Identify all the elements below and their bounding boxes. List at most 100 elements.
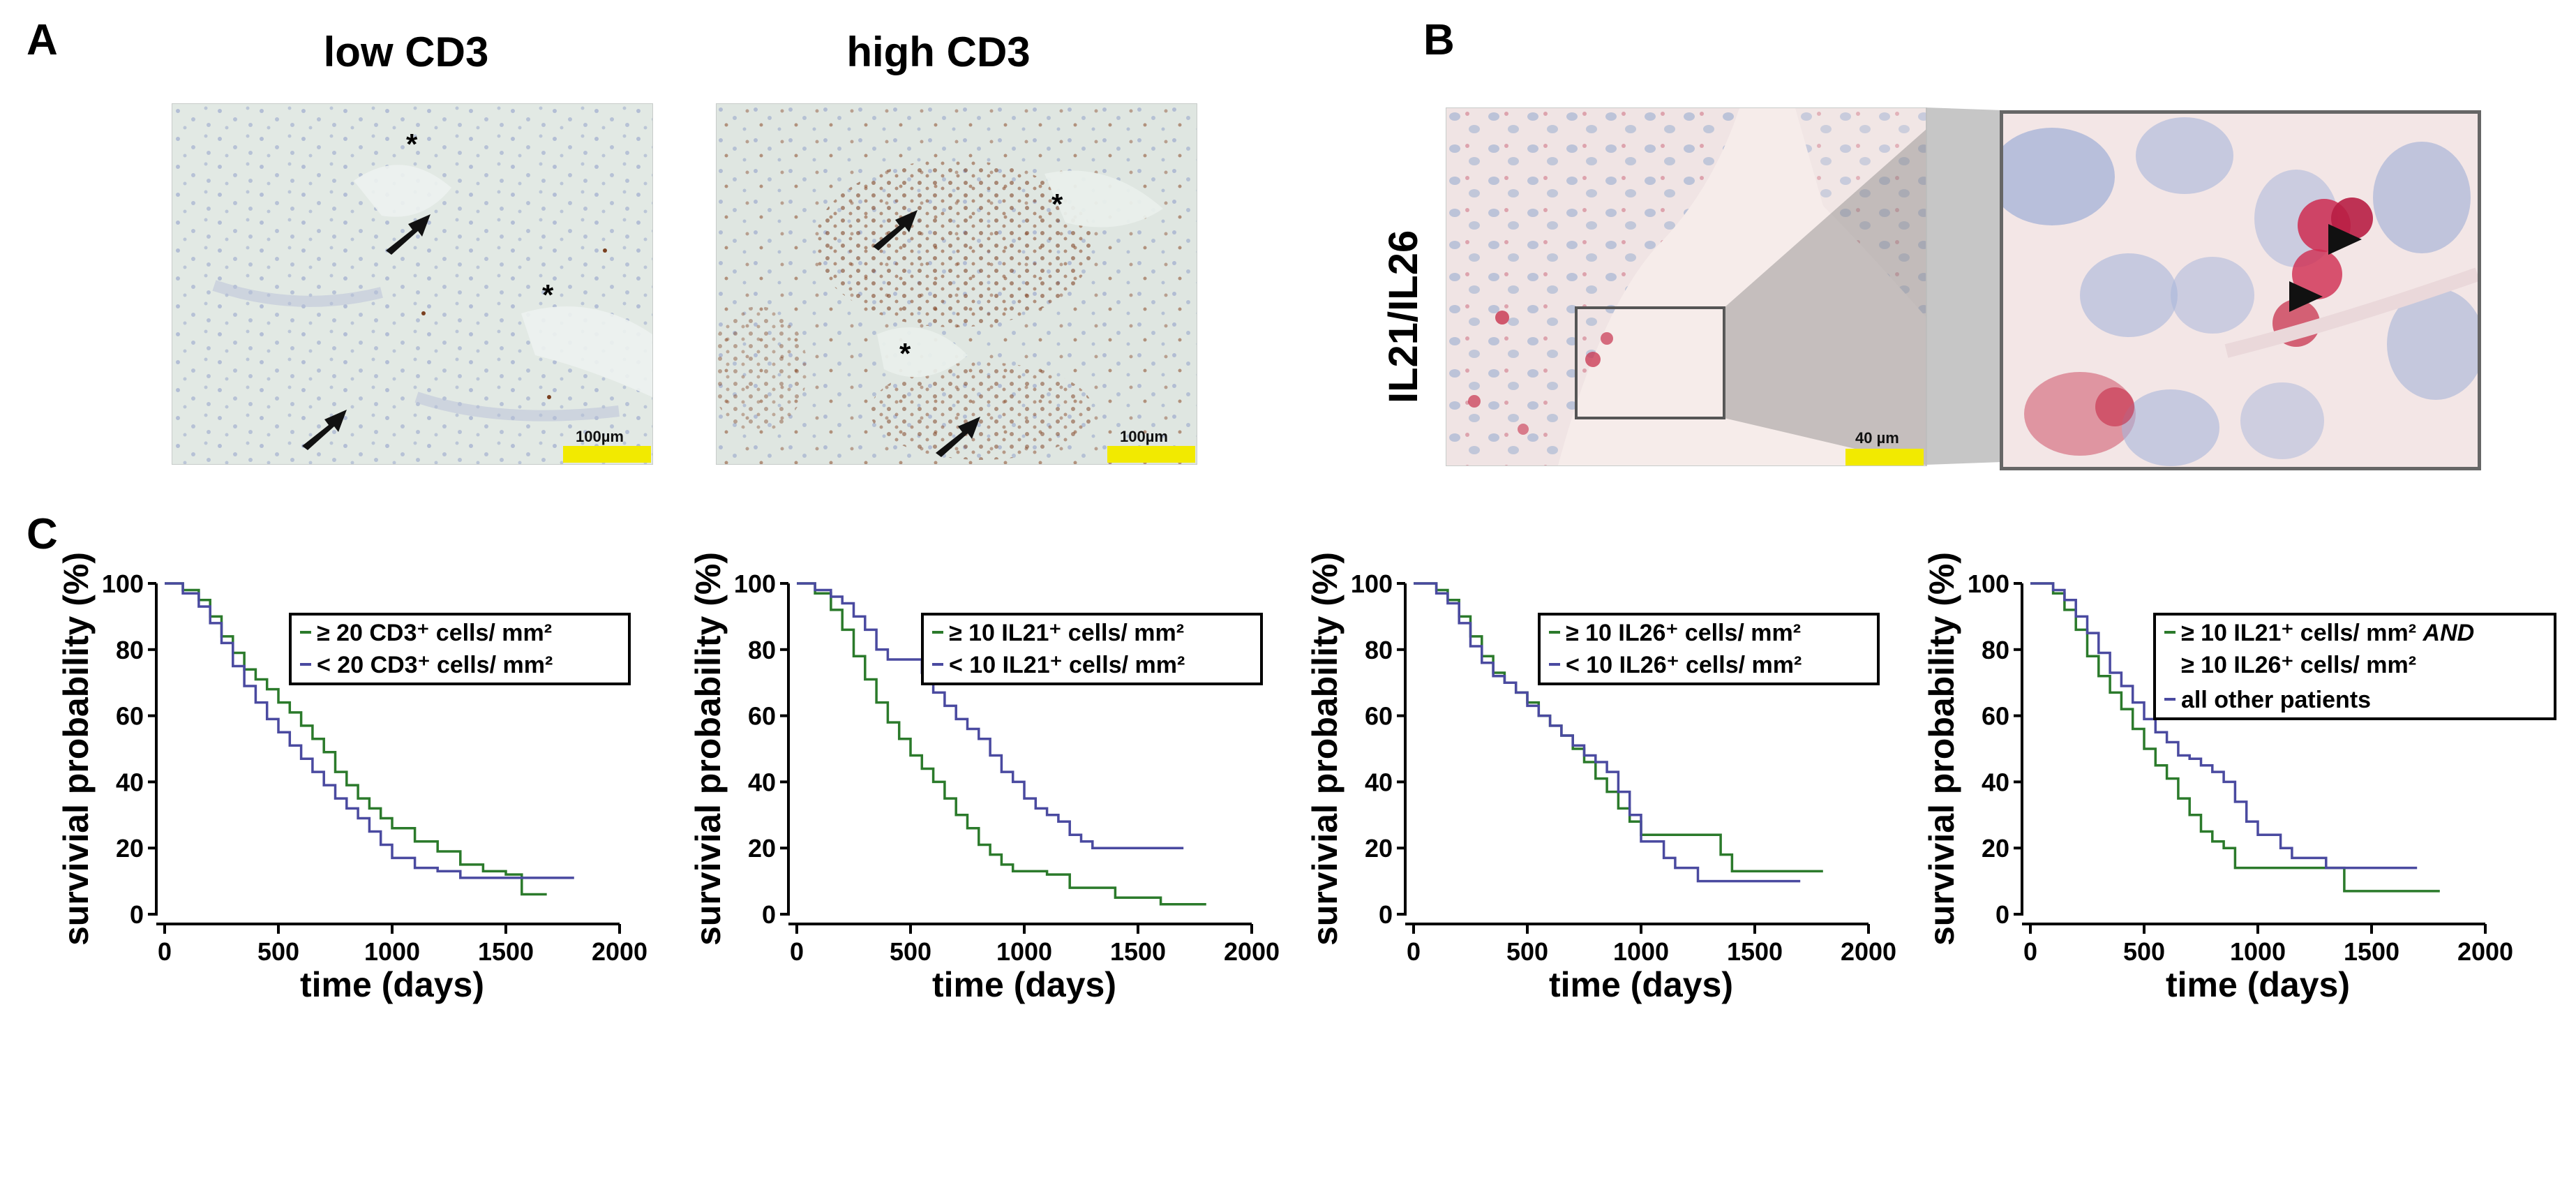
- y-tick-label: 20: [116, 834, 144, 863]
- panel-letter-b: B: [1423, 16, 1455, 64]
- micrograph-title-low-cd3: low CD3: [323, 29, 489, 75]
- x-tick-label: 2000: [1224, 937, 1280, 966]
- x-tick-label: 1000: [364, 937, 420, 966]
- y-tick-label: 80: [116, 636, 144, 664]
- y-tick-label: 60: [116, 702, 144, 731]
- y-tick-label: 40: [1365, 768, 1393, 796]
- y-tick-label: 40: [1982, 768, 2009, 796]
- x-tick-label: 0: [790, 937, 804, 966]
- asterisk-marker: *: [406, 128, 418, 161]
- x-axis-label: time (days): [1549, 965, 1733, 1004]
- micrograph-low-cd3: * * 100µm: [172, 103, 653, 465]
- x-tick-label: 500: [1506, 937, 1548, 966]
- y-axis-label: survivial probability (%): [57, 552, 96, 946]
- y-tick-label: 80: [1365, 636, 1393, 664]
- arrowhead-icon: [2289, 281, 2323, 312]
- legend-box: [289, 613, 631, 685]
- panel-letter-c: C: [27, 510, 58, 558]
- x-tick-label: 0: [1407, 937, 1421, 966]
- y-tick-label: 0: [1995, 900, 2009, 929]
- x-tick-label: 0: [2023, 937, 2037, 966]
- x-tick-label: 500: [890, 937, 931, 966]
- y-tick-label: 0: [130, 900, 144, 929]
- arrow-icon: [302, 410, 347, 450]
- legend-label: < 10 IL26⁺ cells/ mm²: [1566, 652, 1802, 678]
- x-tick-label: 500: [257, 937, 299, 966]
- panel-letter-a: A: [27, 16, 58, 64]
- zoom-connector: [1926, 107, 2002, 465]
- y-tick-label: 100: [102, 569, 144, 598]
- arrow-icon: [386, 214, 430, 255]
- y-tick-label: 60: [1365, 702, 1393, 731]
- x-tick-label: 1500: [478, 937, 534, 966]
- legend-box: [2153, 613, 2556, 720]
- y-axis-label: survivial probability (%): [1305, 552, 1345, 946]
- y-tick-label: 0: [1379, 900, 1393, 929]
- legend-label: all other patients: [2181, 687, 2371, 713]
- scale-label: 100µm: [576, 428, 624, 445]
- legend-label: ≥ 10 IL21⁺ cells/ mm²: [949, 620, 1184, 646]
- series-line-blue: [797, 582, 1184, 849]
- series-line-green: [797, 582, 1206, 906]
- x-axis-label: time (days): [2166, 965, 2350, 1004]
- scale-label: 40 µm: [1855, 429, 1899, 447]
- x-tick-label: 500: [2123, 937, 2165, 966]
- y-axis-label: survivial probability (%): [689, 552, 728, 946]
- y-axis-label: survivial probability (%): [1922, 552, 1961, 946]
- x-tick-label: 2000: [592, 937, 647, 966]
- scale-bar: [1107, 446, 1195, 463]
- x-tick-label: 0: [158, 937, 172, 966]
- legend-label: ≥ 20 CD3⁺ cells/ mm²: [317, 620, 552, 646]
- arrow-icon: [873, 210, 918, 251]
- x-tick-label: 1000: [2230, 937, 2286, 966]
- y-tick-label: 80: [1982, 636, 2009, 664]
- y-tick-label: 100: [734, 569, 776, 598]
- legend-label: ≥ 10 IL26⁺ cells/ mm²: [1566, 620, 1801, 646]
- legend-box: [1538, 613, 1880, 685]
- arrowhead-icon: [2328, 224, 2362, 255]
- stain-label: IL21/IL26: [1381, 230, 1426, 403]
- y-tick-label: 60: [1982, 702, 2009, 731]
- micrograph-il21-il26: 40 µm: [1446, 107, 1927, 466]
- scale-label: 100µm: [1120, 428, 1168, 445]
- y-tick-label: 40: [116, 768, 144, 796]
- asterisk-marker: *: [1051, 188, 1063, 221]
- legend-label: ≥ 10 IL26⁺ cells/ mm²: [2181, 652, 2416, 678]
- arrow-icon: [936, 417, 980, 457]
- legend-label: ≥ 10 IL21⁺ cells/ mm² AND: [2181, 620, 2474, 646]
- scale-bar: [563, 446, 651, 463]
- y-tick-label: 100: [1968, 569, 2009, 598]
- series-line-blue: [2030, 582, 2418, 870]
- series-line-green: [165, 582, 547, 896]
- micrograph-title-high-cd3: high CD3: [846, 29, 1031, 75]
- series-line-blue: [165, 582, 574, 879]
- x-tick-label: 1000: [1613, 937, 1669, 966]
- micrograph-zoom-inset: [2000, 110, 2481, 470]
- y-tick-label: 80: [748, 636, 776, 664]
- y-tick-label: 60: [748, 702, 776, 731]
- x-tick-label: 1500: [2344, 937, 2399, 966]
- y-tick-label: 0: [762, 900, 776, 929]
- legend-label: < 20 CD3⁺ cells/ mm²: [317, 652, 553, 678]
- x-tick-label: 2000: [1841, 937, 1896, 966]
- asterisk-marker: *: [542, 278, 554, 311]
- scale-bar: [1845, 449, 1924, 465]
- x-axis-label: time (days): [932, 965, 1116, 1004]
- x-tick-label: 2000: [2457, 937, 2513, 966]
- x-tick-label: 1500: [1110, 937, 1166, 966]
- y-tick-label: 100: [1351, 569, 1393, 598]
- y-tick-label: 20: [1365, 834, 1393, 863]
- legend-box: [921, 613, 1263, 685]
- y-tick-label: 40: [748, 768, 776, 796]
- x-tick-label: 1000: [996, 937, 1052, 966]
- micrograph-high-cd3: * * 100µm: [716, 103, 1197, 465]
- x-tick-label: 1500: [1727, 937, 1783, 966]
- x-axis-label: time (days): [300, 965, 484, 1004]
- asterisk-marker: *: [899, 337, 911, 370]
- legend-label: < 10 IL21⁺ cells/ mm²: [949, 652, 1185, 678]
